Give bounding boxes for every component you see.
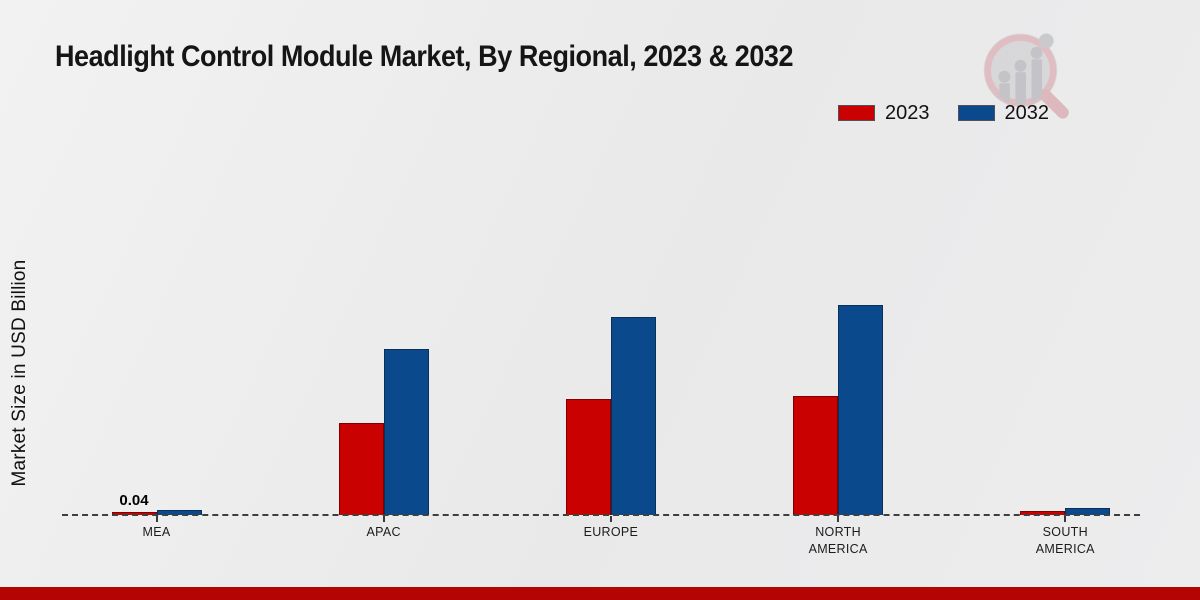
bar-2023-mea <box>111 512 157 515</box>
bar-2032-apac <box>383 348 429 515</box>
category-label-south-america: SOUTH AMERICA <box>1035 525 1095 556</box>
category-label-mea: MEA <box>142 525 171 539</box>
bar-2032-north-america <box>838 305 884 515</box>
bar-2023-north-america <box>793 396 839 515</box>
axis-tick-europe <box>609 516 612 522</box>
axis-tick-mea <box>155 516 158 522</box>
bar-2023-europe <box>565 398 611 515</box>
bar-chart-magnifier-logo-icon <box>983 33 1069 119</box>
axis-tick-apac <box>382 516 385 522</box>
legend-item-2023: 2023 <box>838 103 930 123</box>
legend-swatch-2023 <box>838 105 875 121</box>
axis-tick-north-america <box>837 516 840 522</box>
legend-label-2032: 2032 <box>1004 102 1050 124</box>
category-label-north-america: NORTH AMERICA <box>808 525 868 556</box>
category-label-apac: APAC <box>366 525 401 539</box>
x-axis-baseline <box>62 514 1140 516</box>
legend-item-2032: 2032 <box>957 102 1050 124</box>
footer-accent-bar <box>0 587 1200 600</box>
bar-2032-europe <box>610 317 656 515</box>
bar-2032-mea <box>156 509 202 515</box>
bar-2032-south-america <box>1065 508 1111 515</box>
legend-swatch-2032 <box>957 105 995 121</box>
legend-label-2023: 2023 <box>885 102 930 124</box>
bar-2023-south-america <box>1020 511 1066 515</box>
category-label-europe: EUROPE <box>583 525 639 539</box>
axis-tick-south-america <box>1064 516 1067 522</box>
legend: 2023 2032 <box>838 103 1049 123</box>
chart-title: Headlight Control Module Market, By Regi… <box>55 40 794 73</box>
data-label-2023-mea: 0.04 <box>119 492 149 509</box>
bar-2023-apac <box>338 423 384 515</box>
